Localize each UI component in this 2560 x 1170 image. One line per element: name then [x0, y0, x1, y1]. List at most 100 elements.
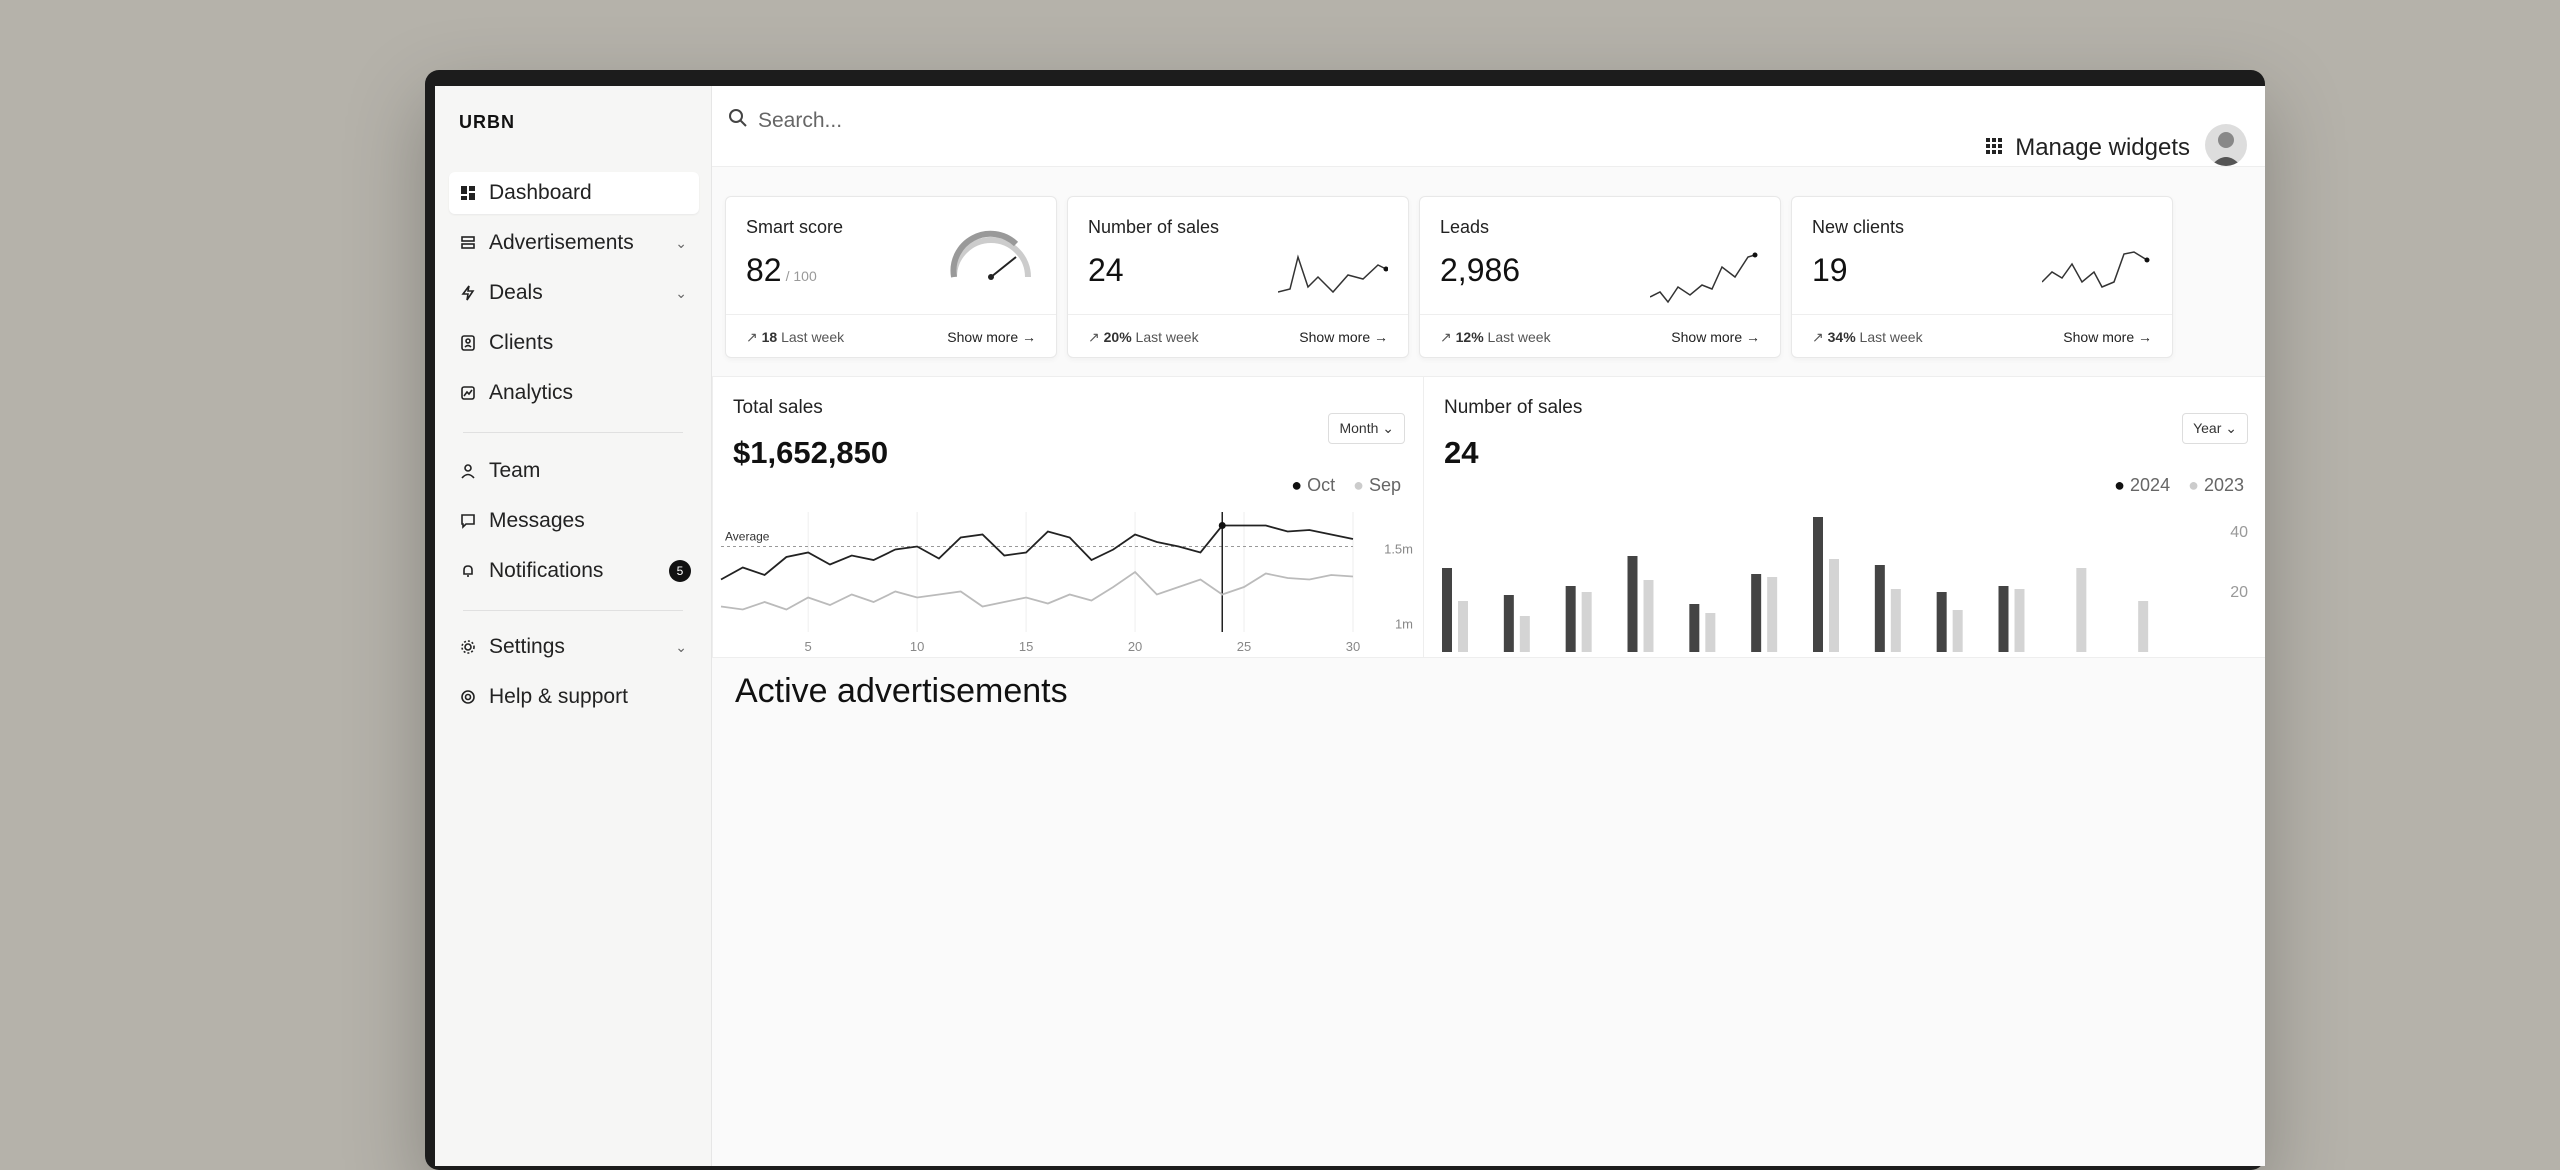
topbar: Search... Manage widgets [712, 86, 2265, 167]
manage-widgets-label: Manage widgets [2015, 134, 2190, 161]
panel-title: Number of sales [1444, 397, 1583, 418]
sidebar-item-label: Analytics [489, 381, 574, 404]
chevron-down-icon: ⌄ [675, 284, 687, 301]
kpi-footer: ↗ 18 Last week Show more → [726, 314, 1056, 357]
x-tick-label: 5 [805, 639, 812, 654]
kpi-card-number-of-sales[interactable]: Number of sales 24 ↗ 20% Last week Show … [1067, 196, 1409, 358]
manage-widgets-button[interactable]: Manage widgets [1985, 134, 2190, 162]
bar-2024 [1751, 574, 1762, 652]
bolt-icon [459, 284, 477, 302]
kpi-card-leads[interactable]: Leads 2,986 ↗ 12% Last week Show more → [1419, 196, 1781, 358]
kpi-value: 24 [1088, 252, 1124, 288]
kpi-label: Number of sales [1088, 217, 1220, 237]
sidebar-item-clients[interactable]: Clients [449, 322, 699, 364]
sidebar-item-label: Messages [489, 509, 585, 532]
kpi-trend: ↗ 18 Last week [746, 329, 845, 345]
lifebuoy-icon [459, 688, 477, 706]
series-line-oct [720, 524, 1354, 581]
sidebar-item-label: Dashboard [489, 181, 592, 204]
kpi-value: 2,986 [1440, 252, 1521, 288]
total-sales-chart[interactable]: 5 10 15 20 25 30 1m 1.5m Average [713, 502, 1423, 657]
sidebar-item-settings[interactable]: Settings ⌄ [449, 626, 699, 668]
active-ads-title: Active advertisements [735, 672, 1068, 710]
sidebar-divider [463, 432, 683, 433]
bar-2023 [2014, 589, 2025, 652]
avatar[interactable] [2205, 124, 2247, 166]
sidebar-item-analytics[interactable]: Analytics [449, 372, 699, 414]
kpi-card-new-clients[interactable]: New clients 19 ↗ 34% Last week Show more… [1791, 196, 2173, 358]
bar-2024 [1689, 604, 1700, 652]
user-icon [459, 462, 477, 480]
sidebar-item-advertisements[interactable]: Advertisements ⌄ [449, 222, 699, 264]
hover-point [1218, 522, 1226, 529]
show-more-link[interactable]: Show more → [1299, 329, 1388, 345]
bar-2023 [1829, 559, 1839, 652]
y-tick-label: 1.5m [1384, 542, 1413, 557]
sidebar-item-label: Clients [489, 331, 554, 354]
sparkline-icon [1650, 252, 1758, 304]
dashboard-icon [459, 184, 477, 202]
kpi-value: 82/ 100 [746, 252, 817, 288]
period-dropdown[interactable]: Month ⌄ [1328, 413, 1405, 444]
series-line-sep [720, 570, 1354, 611]
bar-2023 [1952, 610, 1963, 652]
contact-icon [459, 334, 477, 352]
bar-2023 [1458, 601, 1468, 652]
kpi-footer: ↗ 12% Last week Show more → [1420, 314, 1780, 357]
show-more-link[interactable]: Show more → [1671, 329, 1760, 345]
bar-2024 [1813, 517, 1823, 652]
search-input[interactable]: Search... [758, 109, 843, 132]
bar-2023 [1581, 592, 1592, 652]
kpi-footer: ↗ 20% Last week Show more → [1068, 314, 1408, 357]
sidebar-item-messages[interactable]: Messages [449, 500, 699, 542]
show-more-link[interactable]: Show more → [947, 329, 1036, 345]
gear-icon [459, 638, 477, 656]
year-dropdown[interactable]: Year ⌄ [2182, 413, 2248, 444]
grid-icon [1985, 134, 2003, 162]
sidebar-item-team[interactable]: Team [449, 450, 699, 492]
kpi-value: 19 [1812, 252, 1848, 288]
kpi-trend: ↗ 12% Last week [1440, 329, 1551, 345]
bar-2024 [1998, 586, 2009, 652]
search-bar[interactable]: Search... [728, 108, 842, 134]
y-tick-label: 1m [1395, 617, 1413, 632]
sidebar-item-label: Deals [489, 281, 543, 304]
sidebar-item-notifications[interactable]: Notifications 5 [449, 550, 699, 592]
panel-value: 24 [1444, 435, 1479, 470]
stack-icon [459, 234, 477, 252]
bar-2023 [1767, 577, 1778, 652]
bar-2023 [1890, 589, 1901, 652]
search-icon [728, 108, 748, 134]
chart-legend: 2024 2023 [2114, 475, 2244, 496]
bell-icon [459, 562, 477, 580]
chart-legend: Oct Sep [1291, 475, 1401, 496]
y-tick-label: 40 [2230, 524, 2248, 541]
total-sales-panel: Total sales $1,652,850 Month ⌄ Oct Sep 5… [712, 376, 1424, 658]
y-tick-label: 20 [2230, 584, 2248, 601]
sidebar-item-label: Help & support [489, 685, 628, 708]
kpi-card-smart-score[interactable]: Smart score 82/ 100 ↗ 18 Last week Show … [725, 196, 1057, 358]
panel-title: Total sales [733, 397, 823, 418]
app-logo: URBN [459, 112, 515, 132]
kpi-footer: ↗ 34% Last week Show more → [1792, 314, 2172, 357]
chevron-down-icon: ⌄ [675, 638, 687, 655]
bar-2024 [1442, 568, 1452, 652]
bar-2024 [1503, 595, 1514, 652]
gauge-icon [950, 230, 1031, 280]
show-more-link[interactable]: Show more → [2063, 329, 2152, 345]
bar-2023 [2076, 568, 2087, 652]
app-screen: URBN Dashboard Advertisements ⌄ Deals [435, 86, 2265, 1166]
sidebar-item-dashboard[interactable]: Dashboard [449, 172, 699, 214]
sidebar-divider [463, 610, 683, 611]
average-label: Average [725, 530, 770, 544]
sidebar-item-deals[interactable]: Deals ⌄ [449, 272, 699, 314]
sidebar-item-help[interactable]: Help & support [449, 676, 699, 718]
bar-2023 [2138, 601, 2149, 652]
kpi-label: Leads [1440, 217, 1490, 237]
sidebar-item-label: Notifications [489, 559, 604, 582]
bar-2023 [1643, 580, 1654, 652]
bar-2024 [1627, 556, 1638, 652]
chart-icon [459, 384, 477, 402]
kpi-label: New clients [1812, 217, 1905, 237]
